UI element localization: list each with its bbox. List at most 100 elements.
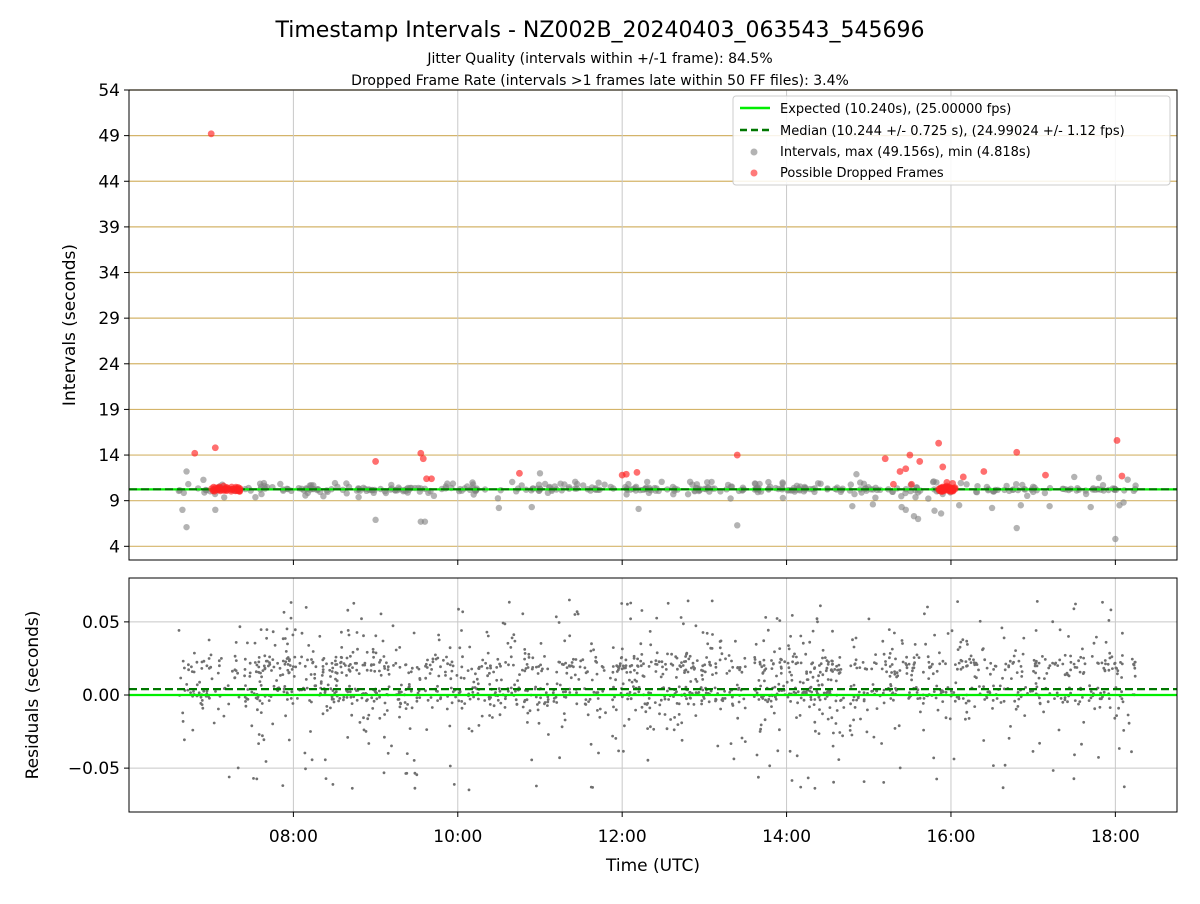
residual-point	[446, 662, 449, 666]
residual-point	[705, 631, 709, 635]
residual-point	[257, 742, 260, 745]
residual-point	[314, 665, 318, 669]
residual-point	[237, 695, 241, 699]
residual-point	[982, 685, 985, 688]
residual-point	[836, 668, 839, 672]
residual-point	[272, 684, 276, 688]
residual-point	[575, 610, 579, 614]
residual-point	[826, 662, 830, 666]
residual-point	[523, 652, 527, 655]
residual-point	[594, 655, 598, 659]
residual-point	[915, 653, 919, 657]
residual-point	[927, 660, 931, 664]
residual-point	[492, 670, 495, 674]
residual-point	[1109, 608, 1113, 612]
residual-point	[989, 661, 993, 665]
residual-point	[358, 721, 362, 724]
residual-point	[568, 598, 571, 602]
residual-point	[1074, 602, 1077, 606]
residual-point	[367, 742, 371, 745]
residual-point	[956, 648, 960, 651]
residual-point	[207, 638, 211, 642]
residual-point	[386, 751, 390, 755]
interval-point	[430, 492, 438, 499]
residual-point	[498, 662, 501, 666]
residual-point	[640, 705, 644, 709]
residual-point	[333, 691, 337, 695]
residual-point	[263, 654, 267, 658]
residual-point	[578, 665, 582, 669]
residual-point	[477, 724, 481, 727]
residual-point	[1032, 669, 1035, 673]
residual-point	[629, 670, 632, 674]
dropped-point	[939, 487, 947, 495]
interval-point	[933, 479, 940, 486]
residual-point	[764, 698, 767, 702]
residual-point	[721, 697, 725, 700]
residual-point	[665, 727, 669, 731]
residual-point	[445, 707, 449, 711]
residual-point	[462, 676, 466, 680]
legend-intervals-label: Intervals, max (49.156s), min (4.818s)	[780, 145, 1031, 160]
residual-point	[709, 689, 713, 693]
residual-point	[763, 718, 767, 722]
residual-point	[357, 672, 361, 675]
residual-point	[799, 634, 803, 638]
residual-point	[275, 679, 278, 682]
residual-point	[378, 689, 381, 693]
residual-point	[458, 646, 462, 650]
residual-point	[636, 657, 639, 661]
residual-point	[954, 681, 958, 685]
dropped-point	[207, 130, 215, 138]
residual-point	[234, 641, 238, 644]
residual-point	[774, 695, 777, 699]
residual-point	[799, 785, 803, 789]
residual-point	[283, 662, 287, 666]
residual-point	[457, 691, 461, 695]
residual-point	[639, 659, 643, 663]
residual-point	[284, 650, 288, 653]
residual-point	[565, 671, 569, 675]
residual-point	[1104, 662, 1107, 666]
interval-point	[528, 503, 535, 511]
residual-point	[907, 697, 911, 700]
residual-point	[430, 706, 434, 709]
residual-point	[701, 688, 705, 692]
dropped-point	[733, 451, 741, 459]
residual-point	[262, 738, 266, 742]
residual-point	[398, 705, 402, 709]
residual-point	[374, 634, 378, 638]
residual-point	[361, 663, 365, 667]
interval-point	[925, 495, 932, 502]
residual-point	[1116, 669, 1120, 673]
residual-point	[991, 699, 995, 702]
residual-point	[212, 721, 216, 725]
residual-point	[547, 733, 550, 736]
residual-point	[289, 616, 293, 620]
residual-point	[821, 712, 824, 716]
residual-point	[334, 659, 337, 663]
residual-point	[770, 667, 774, 670]
residual-point	[897, 724, 901, 728]
residual-point	[210, 677, 214, 681]
residual-point	[838, 656, 842, 659]
residual-point	[834, 699, 838, 703]
residual-point	[415, 696, 419, 700]
residual-point	[347, 664, 351, 668]
residual-point	[205, 664, 209, 668]
residual-point	[851, 638, 854, 642]
residual-point	[569, 676, 573, 680]
interval-point	[658, 478, 665, 485]
residual-point	[257, 660, 261, 664]
residual-point	[759, 727, 762, 731]
residual-point	[1117, 706, 1120, 710]
residual-point	[1082, 656, 1085, 660]
residual-point	[1078, 670, 1082, 674]
residual-point	[1120, 690, 1123, 694]
residual-point	[935, 669, 939, 673]
dropped-point	[191, 449, 199, 457]
residual-point	[558, 660, 562, 664]
interval-point	[180, 489, 187, 497]
residual-point	[448, 663, 452, 667]
